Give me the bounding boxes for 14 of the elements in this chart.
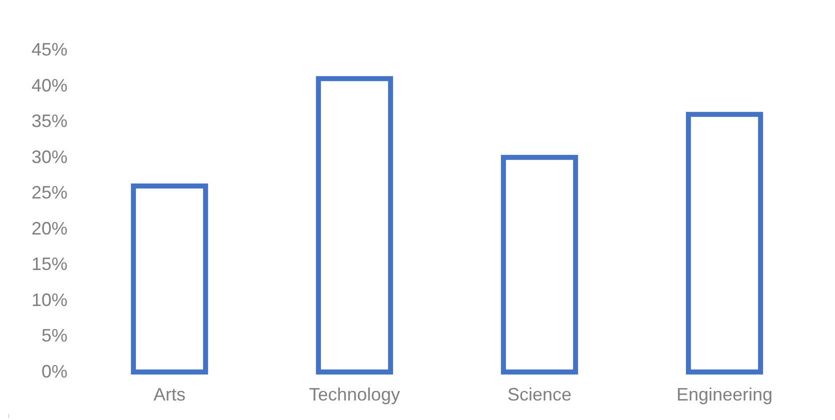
y-tick-label: 25% bbox=[31, 182, 68, 203]
y-tick-label: 5% bbox=[41, 326, 68, 346]
y-tick-label: 30% bbox=[31, 146, 68, 167]
y-tick-label: 15% bbox=[31, 254, 68, 274]
y-tick-label: 20% bbox=[31, 218, 68, 238]
x-tick-label: Engineering bbox=[676, 384, 773, 404]
y-tick-label: 35% bbox=[31, 111, 68, 132]
y-tick-label: 45% bbox=[31, 40, 68, 60]
y-tick-label: 0% bbox=[41, 362, 68, 382]
y-tick-label: 40% bbox=[31, 75, 68, 96]
x-tick-label: Arts bbox=[153, 384, 186, 404]
x-tick-label: Science bbox=[507, 384, 572, 404]
y-tick-label: 10% bbox=[31, 290, 68, 310]
x-tick-label: Technology bbox=[308, 384, 400, 404]
